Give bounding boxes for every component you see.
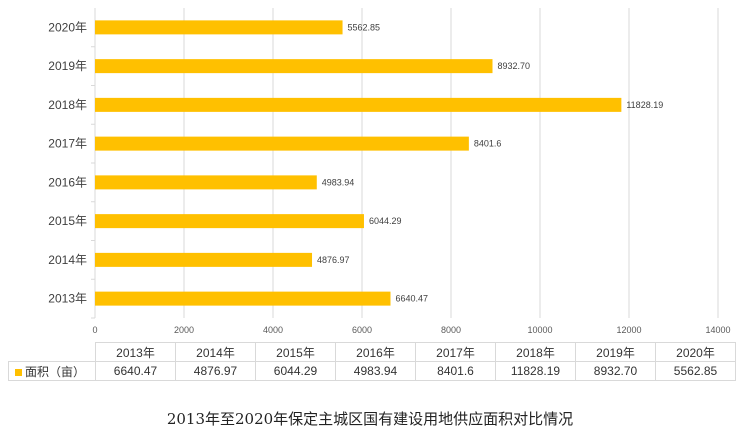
x-tick-label: 2000 xyxy=(174,325,194,335)
data-table: 2013年 2014年 2015年 2016年 2017年 2018年 2019年 2020年… xyxy=(8,342,736,381)
bar xyxy=(95,252,313,267)
data-label: 8401.6 xyxy=(474,139,502,149)
table-header-cell: 2019年 xyxy=(575,342,656,362)
table-header-cell: 2015年 xyxy=(255,342,336,362)
data-label: 4876.97 xyxy=(317,255,350,265)
data-label: 8932.70 xyxy=(498,61,531,71)
data-label: 11828.19 xyxy=(626,100,663,110)
y-tick-label: 2017年 xyxy=(48,137,87,151)
bar xyxy=(95,97,622,112)
bar xyxy=(95,291,391,306)
table-value-cell: 11828.19 xyxy=(495,361,576,381)
legend-label: 面积（亩） xyxy=(25,364,86,379)
x-tick-label: 8000 xyxy=(441,325,461,335)
bar xyxy=(95,136,469,151)
bar xyxy=(95,214,364,229)
y-tick-label: 2019年 xyxy=(48,59,87,73)
table-header-cell: 2018年 xyxy=(495,342,576,362)
x-tick-label: 10000 xyxy=(527,325,552,335)
table-value-cell: 6640.47 xyxy=(95,361,176,381)
y-tick-label: 2018年 xyxy=(48,98,87,112)
table-value-cell: 4876.97 xyxy=(175,361,256,381)
x-tick-label: 4000 xyxy=(263,325,283,335)
bar xyxy=(95,175,317,190)
table-value-cell: 8932.70 xyxy=(575,361,656,381)
x-tick-label: 14000 xyxy=(705,325,730,335)
data-label: 4983.94 xyxy=(322,177,355,187)
x-tick-label: 6000 xyxy=(352,325,372,335)
bar-plot: 0 2000 4000 6000 8000 10000 12000 14000 2013年 664… xyxy=(48,8,731,335)
table-value-cell: 5562.85 xyxy=(655,361,736,381)
bar xyxy=(95,20,343,35)
table-header-cell: 2016年 xyxy=(335,342,416,362)
legend-cell: 面积（亩） xyxy=(8,361,96,381)
y-tick-label: 2014年 xyxy=(48,253,87,267)
table-value-cell: 4983.94 xyxy=(335,361,416,381)
y-tick-label: 2013年 xyxy=(48,292,87,306)
table-header-cell: 2013年 xyxy=(95,342,176,362)
table-corner xyxy=(8,342,96,362)
data-label: 6044.29 xyxy=(369,216,402,226)
table-value-cell: 8401.6 xyxy=(415,361,496,381)
y-tick-label: 2020年 xyxy=(48,20,87,34)
table-header-cell: 2014年 xyxy=(175,342,256,362)
chart-title: 2013年至2020年保定主城区国有建设用地供应面积对比情况 xyxy=(166,410,574,428)
legend-swatch xyxy=(15,368,22,376)
y-tick-label: 2016年 xyxy=(48,175,87,189)
x-tick-label: 0 xyxy=(92,325,97,335)
table-header-cell: 2020年 xyxy=(655,342,736,362)
table-header-cell: 2017年 xyxy=(415,342,496,362)
data-label: 5562.85 xyxy=(348,22,381,32)
data-label: 6640.47 xyxy=(396,294,429,304)
y-tick-label: 2015年 xyxy=(48,214,87,228)
bar xyxy=(95,59,493,74)
x-tick-label: 12000 xyxy=(616,325,641,335)
table-value-cell: 6044.29 xyxy=(255,361,336,381)
